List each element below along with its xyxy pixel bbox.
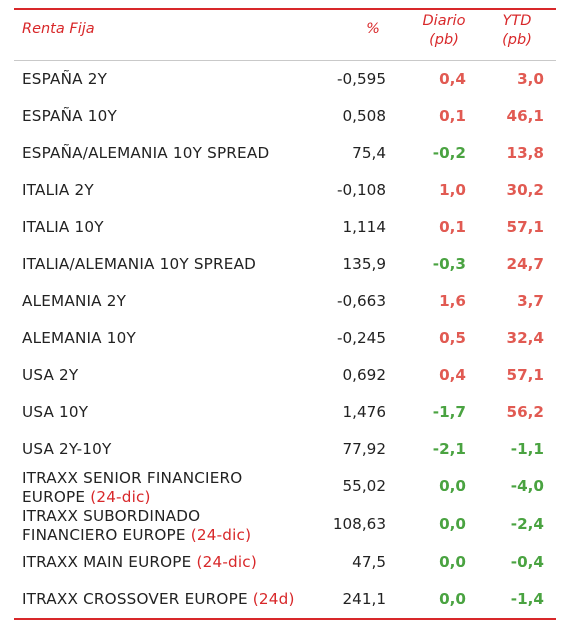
row-ytd: 24,7 <box>506 255 544 273</box>
row-ytd: -2,4 <box>510 515 544 533</box>
row-name-line2: FINANCIERO EUROPE <box>22 526 191 544</box>
diario-label: Diario <box>422 13 466 29</box>
row-name: ITALIA 10Y <box>22 218 104 236</box>
row-name: ALEMANIA 10Y <box>22 329 136 347</box>
row-daily: 0,0 <box>439 590 466 608</box>
row-name: USA 10Y <box>22 403 89 421</box>
row-name-line2: EUROPE <box>22 488 91 506</box>
table-row: ITALIA/ALEMANIA 10Y SPREAD 135,9 -0,3 24… <box>14 246 556 283</box>
row-ytd: 30,2 <box>506 181 544 199</box>
row-ytd: 32,4 <box>506 329 544 347</box>
row-name-text: ITRAXX MAIN EUROPE <box>22 553 197 571</box>
row-daily: -0,3 <box>432 255 466 273</box>
table-header: Renta Fija % Diario (pb) YTD (pb) <box>14 10 556 61</box>
row-daily: 0,1 <box>439 107 466 125</box>
row-pct: 1,476 <box>342 403 386 421</box>
row-pct: -0,595 <box>337 70 386 88</box>
row-daily: 0,0 <box>439 515 466 533</box>
row-pct: 77,92 <box>342 440 386 458</box>
row-pct: 0,692 <box>342 366 386 384</box>
table-row: ITRAXX MAIN EUROPE (24-dic) 47,5 0,0 -0,… <box>14 544 556 581</box>
table-row: ITALIA 2Y -0,108 1,0 30,2 <box>14 172 556 209</box>
table-row: ALEMANIA 2Y -0,663 1,6 3,7 <box>14 283 556 320</box>
row-daily: 1,6 <box>439 292 466 310</box>
table-row: ALEMANIA 10Y -0,245 0,5 32,4 <box>14 320 556 357</box>
row-name-line1: ITRAXX SUBORDINADO <box>22 507 201 525</box>
row-pct: -0,108 <box>337 181 386 199</box>
row-pct: -0,663 <box>337 292 386 310</box>
row-ytd: -1,4 <box>510 590 544 608</box>
row-name: ESPAÑA 10Y <box>22 107 117 125</box>
row-daily: -2,1 <box>432 440 466 458</box>
table-row: ESPAÑA/ALEMANIA 10Y SPREAD 75,4 -0,2 13,… <box>14 135 556 172</box>
row-ytd: 46,1 <box>506 107 544 125</box>
row-pct: 47,5 <box>352 553 386 571</box>
row-name: ITRAXX MAIN EUROPE (24-dic) <box>22 553 257 571</box>
row-name: ITRAXX SUBORDINADO FINANCIERO EUROPE (24… <box>22 507 251 545</box>
table-row: ITALIA 10Y 1,114 0,1 57,1 <box>14 209 556 246</box>
table-row: USA 10Y 1,476 -1,7 56,2 <box>14 394 556 431</box>
row-name: ITRAXX SENIOR FINANCIERO EUROPE (24-dic) <box>22 469 242 507</box>
column-header-pct: % <box>366 21 380 37</box>
row-ytd: -4,0 <box>510 477 544 495</box>
row-daily: -0,2 <box>432 144 466 162</box>
row-name: ALEMANIA 2Y <box>22 292 127 310</box>
row-daily: 0,5 <box>439 329 466 347</box>
row-ytd: 56,2 <box>506 403 544 421</box>
date-tag: (24-dic) <box>90 488 151 506</box>
row-pct: 135,9 <box>342 255 386 273</box>
row-pct: 0,508 <box>342 107 386 125</box>
table-title: Renta Fija <box>22 21 95 37</box>
table-row: ESPAÑA 2Y -0,595 0,4 3,0 <box>14 61 556 98</box>
table-row: USA 2Y 0,692 0,4 57,1 <box>14 357 556 394</box>
ytd-label: YTD <box>502 13 532 29</box>
row-name: ESPAÑA/ALEMANIA 10Y SPREAD <box>22 144 270 162</box>
renta-fija-table: Renta Fija % Diario (pb) YTD (pb) ESPAÑA… <box>14 8 556 620</box>
table-row: ITRAXX SENIOR FINANCIERO EUROPE (24-dic)… <box>14 468 556 506</box>
table-row: USA 2Y-10Y 77,92 -2,1 -1,1 <box>14 431 556 468</box>
top-rule <box>14 8 556 10</box>
column-header-ytd: YTD (pb) <box>486 12 548 50</box>
row-ytd: -1,1 <box>510 440 544 458</box>
row-name: ITRAXX CROSSOVER EUROPE (24d) <box>22 590 295 608</box>
bottom-rule <box>14 618 556 620</box>
row-ytd: 3,7 <box>517 292 544 310</box>
date-tag: (24-dic) <box>190 526 252 544</box>
ytd-unit: (pb) <box>502 32 532 48</box>
row-name: USA 2Y <box>22 366 79 384</box>
row-daily: 1,0 <box>439 181 466 199</box>
row-daily: 0,4 <box>439 366 466 384</box>
row-name: ITALIA 2Y <box>22 181 94 199</box>
diario-unit: (pb) <box>429 32 459 48</box>
table-row: ITRAXX CROSSOVER EUROPE (24d) 241,1 0,0 … <box>14 581 556 618</box>
table-row: ITRAXX SUBORDINADO FINANCIERO EUROPE (24… <box>14 506 556 544</box>
row-pct: -0,245 <box>337 329 386 347</box>
row-daily: 0,1 <box>439 218 466 236</box>
row-name: ESPAÑA 2Y <box>22 70 108 88</box>
row-name: USA 2Y-10Y <box>22 440 112 458</box>
row-ytd: 3,0 <box>517 70 544 88</box>
date-tag: (24d) <box>252 590 295 608</box>
row-ytd: 13,8 <box>506 144 544 162</box>
row-pct: 108,63 <box>332 515 386 533</box>
table-row: ESPAÑA 10Y 0,508 0,1 46,1 <box>14 98 556 135</box>
row-daily: 0,0 <box>439 477 466 495</box>
row-name-line1: ITRAXX SENIOR FINANCIERO <box>22 469 243 487</box>
row-name: ITALIA/ALEMANIA 10Y SPREAD <box>22 255 257 273</box>
row-pct: 55,02 <box>342 477 386 495</box>
row-pct: 241,1 <box>342 590 386 608</box>
row-daily: 0,4 <box>439 70 466 88</box>
date-tag: (24-dic) <box>196 553 257 571</box>
row-pct: 1,114 <box>342 218 386 236</box>
row-daily: 0,0 <box>439 553 466 571</box>
row-ytd: 57,1 <box>506 218 544 236</box>
row-pct: 75,4 <box>352 144 386 162</box>
row-daily: -1,7 <box>432 403 466 421</box>
row-ytd: 57,1 <box>506 366 544 384</box>
row-name-text: ITRAXX CROSSOVER EUROPE <box>22 590 253 608</box>
row-ytd: -0,4 <box>510 553 544 571</box>
column-header-diario: Diario (pb) <box>404 12 484 50</box>
